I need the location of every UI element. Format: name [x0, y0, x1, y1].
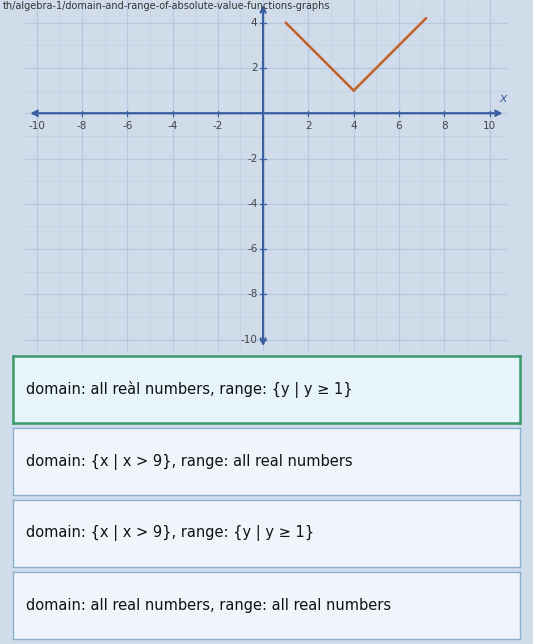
Text: -2: -2: [213, 121, 223, 131]
Text: -10: -10: [28, 121, 45, 131]
Text: -10: -10: [240, 335, 257, 345]
Text: -2: -2: [247, 153, 257, 164]
Text: 10: 10: [483, 121, 496, 131]
Text: 4: 4: [251, 17, 257, 28]
Text: domain: {x | x > 9}, range: {y | y ≥ 1}: domain: {x | x > 9}, range: {y | y ≥ 1}: [26, 526, 314, 542]
Text: -4: -4: [167, 121, 177, 131]
Text: 8: 8: [441, 121, 448, 131]
Text: 2: 2: [305, 121, 312, 131]
Text: domain: {x | x > 9}, range: all real numbers: domain: {x | x > 9}, range: all real num…: [26, 453, 353, 469]
Text: -6: -6: [247, 244, 257, 254]
Text: th/algebra-1/domain-and-range-of-absolute-value-functions-graphs: th/algebra-1/domain-and-range-of-absolut…: [3, 1, 330, 11]
Text: domain: all reàl numbers, range: {y | y ≥ 1}: domain: all reàl numbers, range: {y | y …: [26, 381, 353, 398]
Text: -6: -6: [122, 121, 132, 131]
Text: 6: 6: [395, 121, 402, 131]
Text: domain: all real numbers, range: all real numbers: domain: all real numbers, range: all rea…: [26, 598, 391, 613]
Text: -8: -8: [247, 289, 257, 299]
Text: 2: 2: [251, 63, 257, 73]
Text: -4: -4: [247, 199, 257, 209]
Text: -8: -8: [77, 121, 87, 131]
Text: 4: 4: [350, 121, 357, 131]
Text: x: x: [499, 92, 506, 105]
